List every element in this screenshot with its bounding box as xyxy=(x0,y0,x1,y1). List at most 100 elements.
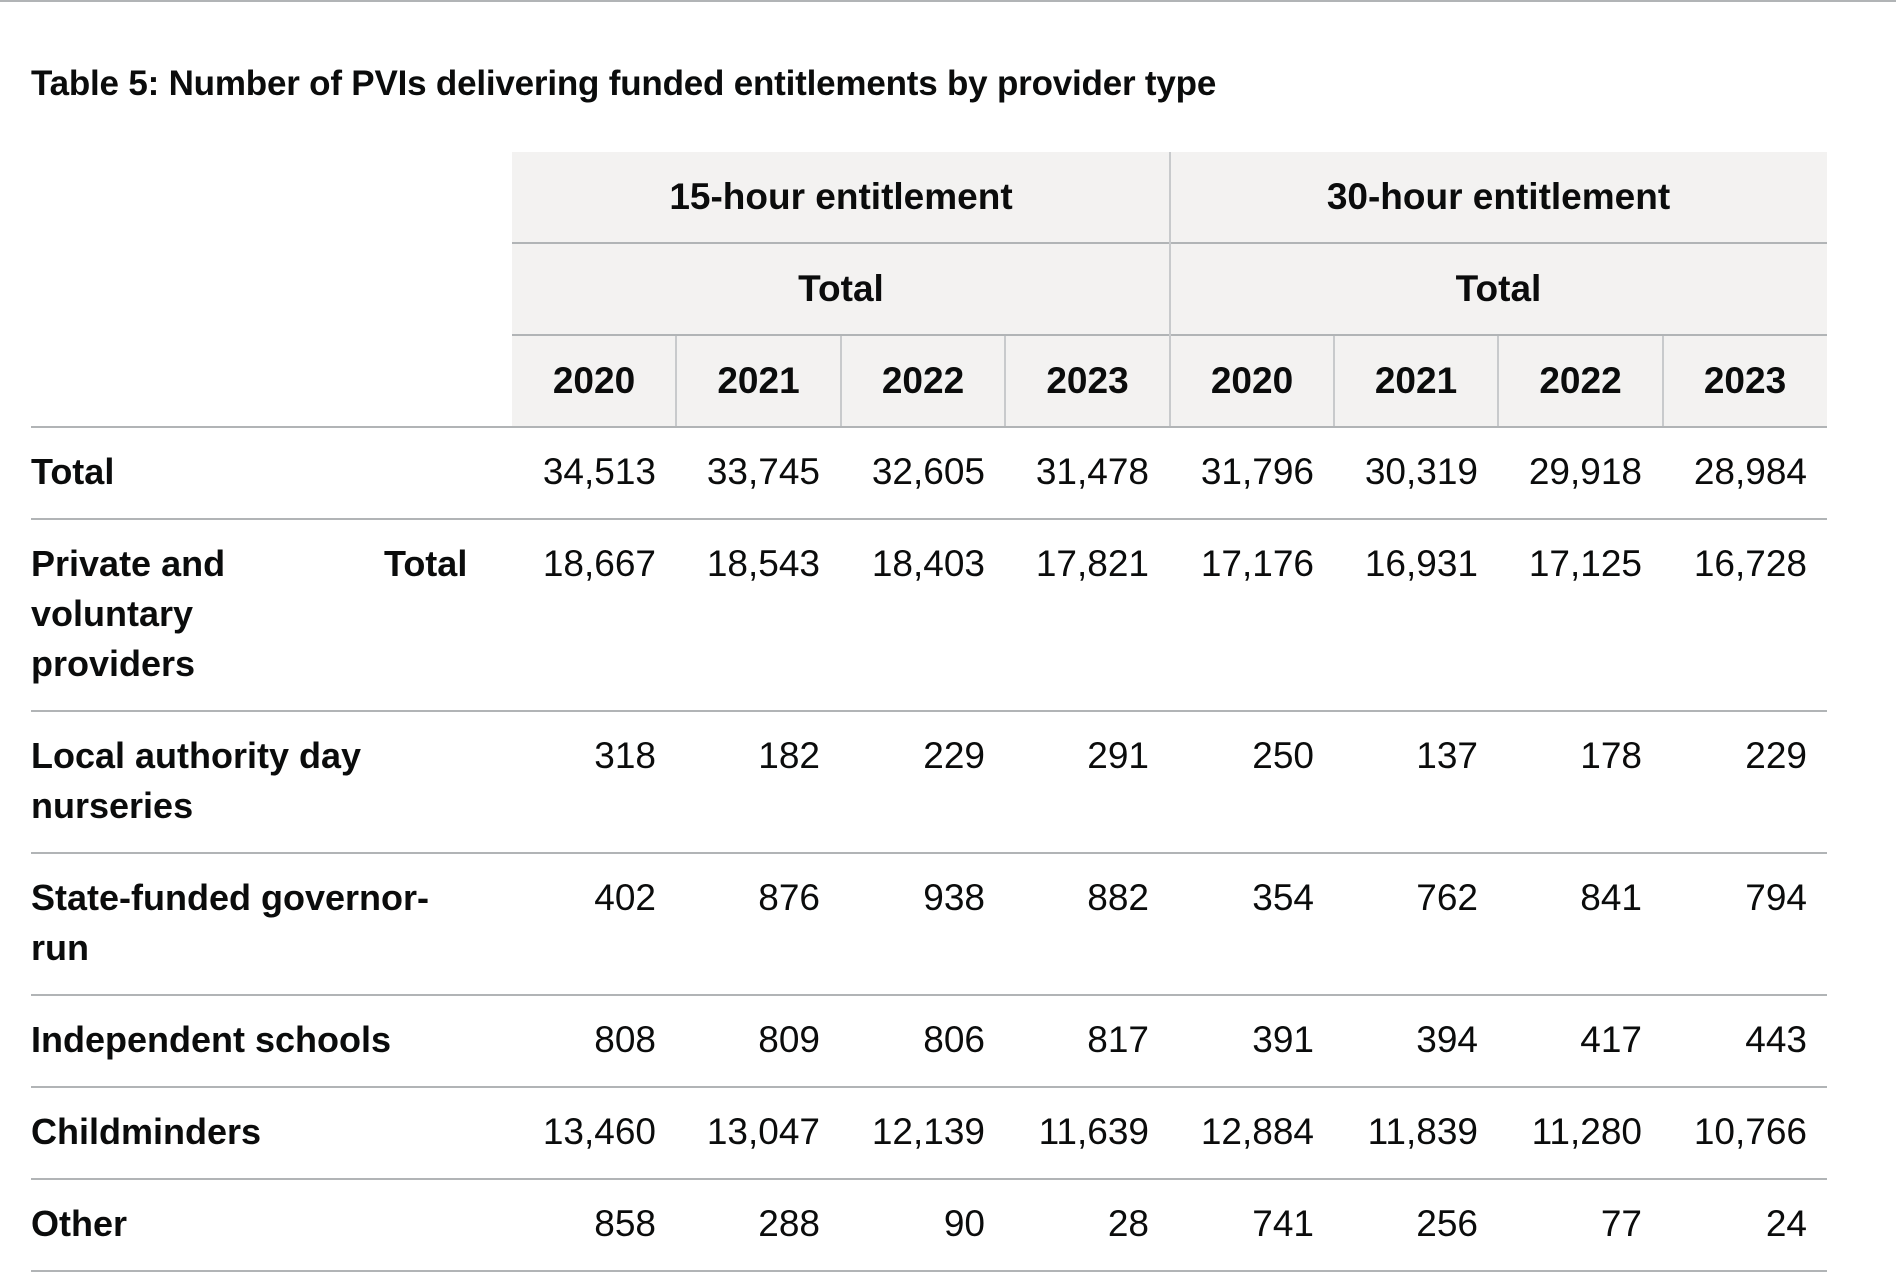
header-group-label: 15-hour entitlement xyxy=(669,176,1013,217)
table-cell: 31,478 xyxy=(1035,451,1149,492)
table-cell: 18,667 xyxy=(542,543,656,584)
table-cell: 256 xyxy=(1416,1203,1478,1244)
row-divider xyxy=(31,426,1827,428)
table-cell: 318 xyxy=(594,735,656,776)
table-cell: 794 xyxy=(1745,877,1807,918)
table-cell: 250 xyxy=(1252,735,1314,776)
table-cell: 178 xyxy=(1580,735,1642,776)
table-cell: 876 xyxy=(758,877,820,918)
row-label: Local authority day nurseries xyxy=(31,735,362,826)
year-label: 2023 xyxy=(1703,360,1787,401)
table-cell: 817 xyxy=(1087,1019,1149,1060)
header-year: 2023 xyxy=(1005,336,1170,428)
table-cell: 33,745 xyxy=(706,451,820,492)
table-cell: 29,918 xyxy=(1528,451,1642,492)
header-group-30-hour: 30-hour entitlement xyxy=(1170,152,1827,244)
year-label: 2021 xyxy=(717,360,800,401)
table-cell: 182 xyxy=(758,735,820,776)
header-year: 2020 xyxy=(1170,336,1334,428)
row-label: Childminders xyxy=(31,1111,262,1152)
table-cell: 10,766 xyxy=(1693,1111,1807,1152)
table-cell: 354 xyxy=(1252,877,1314,918)
header-group-15-hour: 15-hour entitlement xyxy=(512,152,1170,244)
year-label: 2022 xyxy=(881,360,965,401)
table-cell: 443 xyxy=(1745,1019,1807,1060)
table-cell: 137 xyxy=(1416,735,1478,776)
table-cell: 34,513 xyxy=(542,451,656,492)
header-divider xyxy=(1004,336,1006,428)
table-cell: 938 xyxy=(923,877,985,918)
table-cell: 12,884 xyxy=(1200,1111,1314,1152)
table-cell: 17,125 xyxy=(1528,543,1642,584)
table-cell: 12,139 xyxy=(871,1111,985,1152)
header-group-label: 30-hour entitlement xyxy=(1326,176,1671,217)
table-cell: 808 xyxy=(594,1019,656,1060)
table-caption: Table 5: Number of PVIs delivering funde… xyxy=(31,64,1217,103)
table-cell: 806 xyxy=(923,1019,985,1060)
table-cell: 18,543 xyxy=(706,543,820,584)
header-divider xyxy=(1497,336,1499,428)
header-subgroup-label: Total xyxy=(798,268,884,309)
table-cell: 30,319 xyxy=(1364,451,1478,492)
year-label: 2020 xyxy=(552,360,636,401)
table-cell: 28 xyxy=(1107,1203,1149,1244)
table-cell: 17,176 xyxy=(1200,543,1314,584)
table-cell: 16,728 xyxy=(1693,543,1807,584)
header-subgroup-30-total: Total xyxy=(1170,244,1827,336)
row-label: Total xyxy=(31,451,115,492)
table-cell: 17,821 xyxy=(1035,543,1149,584)
header-year: 2021 xyxy=(1334,336,1498,428)
table-cell: 417 xyxy=(1580,1019,1642,1060)
table-cell: 741 xyxy=(1252,1203,1314,1244)
table-cell: 77 xyxy=(1600,1203,1642,1244)
table-cell: 882 xyxy=(1087,877,1149,918)
table-cell: 31,796 xyxy=(1200,451,1314,492)
row-sublabel: Total xyxy=(384,543,468,584)
header-divider xyxy=(1662,336,1664,428)
top-divider xyxy=(0,0,1896,2)
table-cell: 13,460 xyxy=(542,1111,656,1152)
table-cell: 858 xyxy=(594,1203,656,1244)
header-year: 2023 xyxy=(1663,336,1827,428)
row-divider xyxy=(31,518,1827,520)
year-label: 2021 xyxy=(1374,360,1458,401)
header-divider xyxy=(1169,152,1171,428)
header-subgroup-label: Total xyxy=(1455,268,1542,309)
row-label: Private and voluntary providers xyxy=(31,543,226,684)
table-cell: 32,605 xyxy=(871,451,985,492)
year-label: 2022 xyxy=(1539,360,1622,401)
table-cell: 13,047 xyxy=(706,1111,820,1152)
header-year: 2021 xyxy=(676,336,841,428)
header-subgroup-15-total: Total xyxy=(512,244,1170,336)
table-cell: 394 xyxy=(1416,1019,1478,1060)
row-divider xyxy=(31,710,1827,712)
table-cell: 18,403 xyxy=(871,543,985,584)
table-cell: 11,839 xyxy=(1367,1111,1478,1152)
table-cell: 841 xyxy=(1580,877,1642,918)
row-label: Independent schools xyxy=(31,1019,392,1060)
table-cell: 11,639 xyxy=(1038,1111,1149,1152)
row-divider xyxy=(31,1270,1827,1272)
year-label: 2023 xyxy=(1046,360,1129,401)
row-divider xyxy=(31,994,1827,996)
year-label: 2020 xyxy=(1210,360,1294,401)
table-cell: 288 xyxy=(758,1203,820,1244)
row-divider xyxy=(31,852,1827,854)
header-year: 2022 xyxy=(841,336,1005,428)
table-cell: 762 xyxy=(1416,877,1478,918)
table-cell: 28,984 xyxy=(1693,451,1807,492)
header-divider xyxy=(840,336,842,428)
table-cell: 11,280 xyxy=(1531,1111,1642,1152)
table-cell: 16,931 xyxy=(1364,543,1478,584)
row-divider xyxy=(31,1178,1827,1180)
header-divider xyxy=(1333,336,1335,428)
table-cell: 391 xyxy=(1252,1019,1314,1060)
table-cell: 291 xyxy=(1087,735,1149,776)
table-cell: 229 xyxy=(923,735,985,776)
table-cell: 24 xyxy=(1765,1203,1807,1244)
header-divider xyxy=(675,336,677,428)
row-label: Other xyxy=(31,1203,128,1244)
row-label: State-funded governor-run xyxy=(31,877,430,968)
table-cell: 809 xyxy=(758,1019,820,1060)
